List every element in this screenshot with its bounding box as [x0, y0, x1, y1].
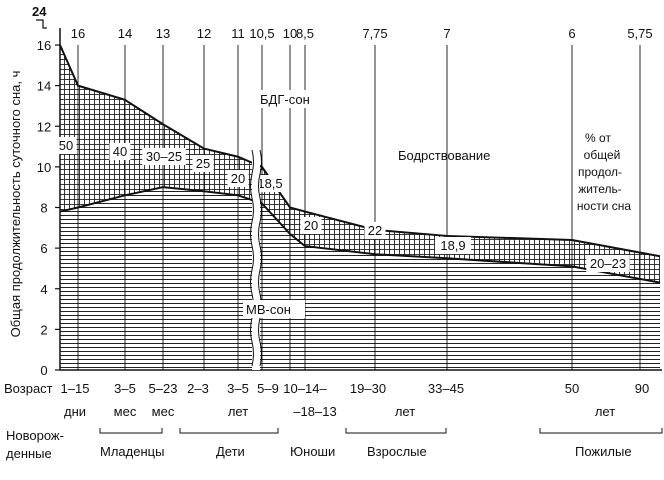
age-unit-label: дни [64, 404, 86, 419]
percent-note-line-2: общей [584, 148, 621, 162]
age-unit-label: мес [152, 404, 175, 419]
top-total-label: 5,75 [627, 26, 652, 41]
nrem-sleep-label: МВ-сон [246, 302, 291, 317]
rem-percent-box [227, 170, 249, 187]
top-total-label: 11 [231, 26, 245, 41]
axis-break-mark [250, 149, 262, 370]
rem-percent-label: 22 [368, 223, 382, 238]
y-tick-label: 12 [37, 119, 51, 134]
age-unit-label: лет [228, 404, 248, 419]
age-unit-label: лет [395, 404, 415, 419]
rem-percent-label: 20–23 [590, 256, 626, 271]
category-elderly: Пожилые [575, 444, 632, 459]
rem-percent-label: 40 [113, 144, 127, 159]
age-range-label: 1–15 [61, 381, 90, 396]
rem-percent-box [55, 137, 77, 154]
rem-percent-box [142, 148, 186, 165]
y-top-label: 24 [32, 4, 47, 19]
top-total-label: 6 [568, 26, 575, 41]
age-range-label: 19–30 [350, 381, 386, 396]
rem-percent-label: 20 [231, 171, 245, 186]
percent-note-line-1: % от [585, 131, 611, 145]
rem-percent-box [364, 222, 386, 239]
rem-percent-box [300, 217, 322, 234]
category-brackets [99, 428, 663, 434]
category-adults: Взрослые [367, 444, 427, 459]
age-range-label: 33–45 [428, 381, 464, 396]
category-children: Дети [216, 444, 245, 459]
y-tick-label: 16 [37, 38, 51, 53]
age-range-label: 90 [635, 381, 649, 396]
y-tick-label: 8 [40, 201, 47, 216]
age-unit-label: –18–13 [293, 404, 336, 419]
rem-percent-label: 30–25 [146, 149, 182, 164]
category-newborn-line-1: Новорож- [6, 428, 64, 443]
age-unit-label: мес [114, 404, 137, 419]
percent-note-line-4: житель- [578, 182, 622, 196]
top-total-label: 16 [71, 26, 85, 41]
top-total-label: 12 [197, 26, 211, 41]
top-total-label: 8,5 [296, 26, 314, 41]
y-tick-label: 0 [40, 363, 47, 378]
top-total-label: 7 [443, 26, 450, 41]
rem-percent-box [192, 155, 214, 172]
top-total-label: 10 [283, 26, 297, 41]
age-unit-label: лет [595, 404, 615, 419]
y-tick-label: 2 [40, 322, 47, 337]
y-tick-label: 4 [40, 282, 47, 297]
rem-percent-box [252, 175, 288, 192]
top-total-label: 7,75 [362, 26, 387, 41]
percent-note-line-5: ности сна [577, 199, 631, 213]
rem-sleep-label: БДГ-сон [260, 92, 310, 107]
y-tick-label: 6 [40, 241, 47, 256]
rem-percent-label: 18,5 [257, 176, 282, 191]
category-infants: Младенцы [100, 444, 164, 459]
y-tick-label: 10 [37, 160, 51, 175]
rem-percent-box [435, 237, 471, 254]
nrem-sleep-area [60, 187, 660, 370]
age-row-label: Возраст [4, 381, 53, 396]
wake-label: Бодрствование [398, 148, 490, 163]
rem-percent-label: 18,9 [440, 238, 465, 253]
rem-percent-box [109, 143, 131, 160]
age-range-label: 5–9 [257, 381, 279, 396]
y-tick-label: 14 [37, 79, 51, 94]
rem-percent-box [586, 255, 630, 272]
category-youth: Юноши [290, 444, 335, 459]
age-range-label: 3–5 [227, 381, 249, 396]
age-range-label: 2–3 [187, 381, 209, 396]
percent-note: % от общей продол- житель- ности сна [577, 131, 631, 213]
rem-percent-label: 20 [304, 218, 318, 233]
rem-percent-label: 50 [59, 138, 73, 153]
top-total-label: 10,5 [249, 26, 274, 41]
percent-note-line-3: продол- [578, 165, 622, 179]
top-total-label: 14 [118, 26, 132, 41]
age-range-label: 50 [565, 381, 579, 396]
age-range-label: 10–14– [283, 381, 327, 396]
rem-percent-label: 25 [196, 156, 210, 171]
y-top-bracket [36, 19, 47, 29]
category-newborn-line-2: денные [6, 446, 52, 461]
top-total-label: 13 [156, 26, 170, 41]
y-axis-label: Общая продолжительность суточного сна, ч [8, 71, 23, 338]
age-range-label: 3–5 [114, 381, 136, 396]
age-range-label: 5–23 [149, 381, 178, 396]
